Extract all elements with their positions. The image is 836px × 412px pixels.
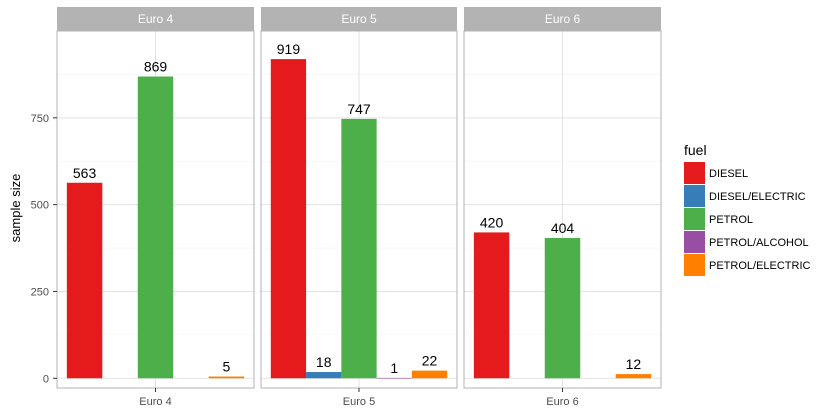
x-tick-label: Euro 5	[343, 396, 375, 408]
bar	[270, 59, 307, 379]
bar	[341, 118, 377, 379]
y-axis-title: sample size	[8, 174, 23, 243]
legend-key	[684, 162, 705, 184]
legend-title: fuel	[684, 142, 707, 158]
bar-value-label: 12	[626, 356, 642, 372]
x-tick-label: Euro 4	[139, 396, 171, 408]
bar	[66, 182, 103, 379]
bar	[473, 232, 510, 379]
y-tick-label: 500	[31, 200, 49, 212]
facet-panel: 563 869 5 Euro 4 Euro 4	[56, 7, 255, 408]
bar-value-label: 563	[73, 165, 97, 181]
bar-value-label: 747	[347, 101, 371, 117]
bar	[137, 76, 174, 379]
facet-strip-label: Euro 6	[545, 12, 581, 26]
bar-value-label: 18	[316, 354, 332, 370]
bar	[615, 374, 652, 379]
bar	[208, 376, 245, 379]
y-tick-label: 0	[43, 373, 49, 385]
bar-value-label: 919	[277, 41, 301, 57]
y-tick-label: 750	[31, 113, 49, 125]
bar-value-label: 420	[480, 214, 504, 230]
bar-value-label: 404	[551, 220, 575, 236]
legend-item: PETROL	[684, 208, 753, 230]
legend-item: PETROL/ALCOHOL	[684, 231, 809, 253]
bar-value-label: 1	[390, 360, 398, 376]
x-tick-label: Euro 6	[546, 396, 578, 408]
facet-panels: 563 869 5 Euro 4 Euro 4 919 18 747 1 22 Euro 5 Euro…	[56, 7, 662, 408]
facet-strip	[261, 7, 457, 31]
legend-label: DIESEL	[709, 168, 748, 180]
legend-item: PETROL/ELECTRIC	[684, 254, 811, 276]
facet-strip-label: Euro 4	[138, 12, 174, 26]
legend-key	[684, 185, 705, 207]
y-axis: 0 250 500 750	[31, 113, 57, 385]
y-tick-label: 250	[31, 286, 49, 298]
bar	[411, 370, 448, 379]
legend: fuel DIESEL DIESEL/ELECTRIC PETROL PETROL/A…	[684, 142, 811, 276]
legend-key	[684, 231, 705, 253]
legend-label: DIESEL/ELECTRIC	[709, 191, 806, 203]
legend-key	[684, 254, 705, 276]
bar-value-label: 869	[144, 58, 168, 74]
facet-panel: 420 404 12 Euro 6 Euro 6	[463, 7, 662, 408]
bar	[306, 372, 342, 379]
legend-label: PETROL/ELECTRIC	[709, 260, 811, 272]
facet-panel: 919 18 747 1 22 Euro 5 Euro 5	[260, 7, 458, 408]
bar-value-label: 22	[422, 353, 438, 369]
facet-strip	[464, 7, 661, 31]
legend-key	[684, 208, 705, 230]
legend-item: DIESEL/ELECTRIC	[684, 185, 806, 207]
bar	[544, 237, 581, 379]
facet-strip	[57, 7, 254, 31]
legend-label: PETROL/ALCOHOL	[709, 237, 809, 249]
legend-item: DIESEL	[684, 162, 748, 184]
bar	[376, 377, 412, 379]
bar-value-label: 5	[223, 359, 231, 375]
legend-label: PETROL	[709, 214, 753, 226]
facet-strip-label: Euro 5	[341, 12, 377, 26]
